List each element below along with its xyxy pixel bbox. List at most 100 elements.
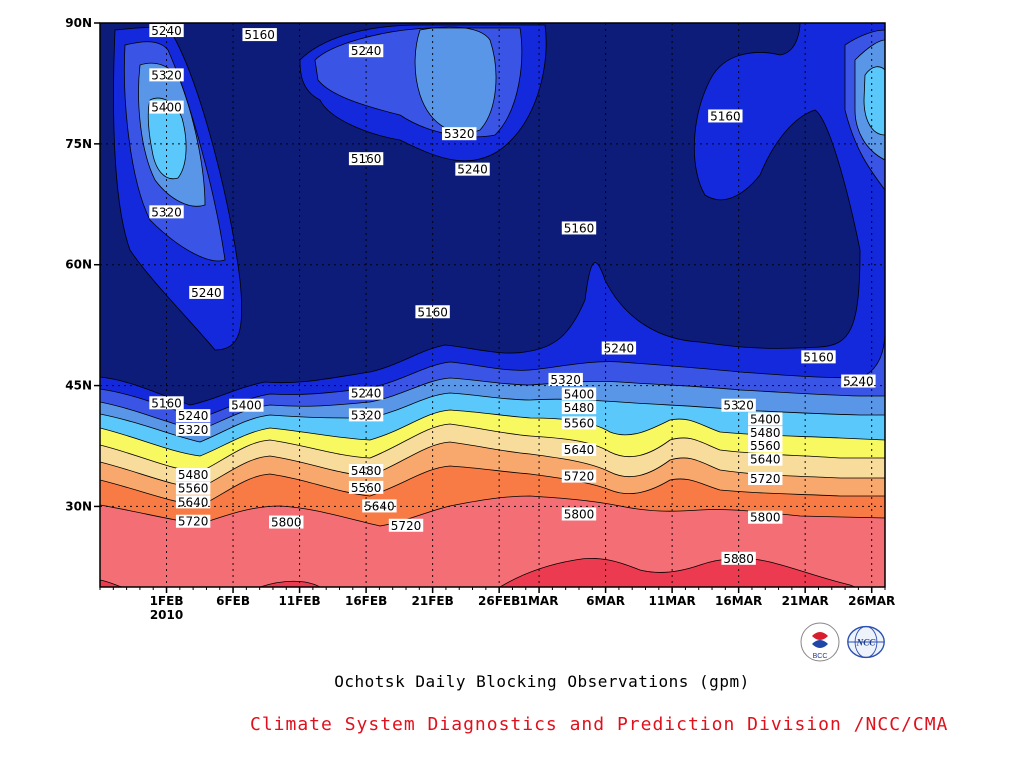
y-tick-label: 90N	[65, 16, 92, 30]
y-tick: 45N	[65, 379, 885, 393]
contour-label-text: 5240	[843, 375, 874, 389]
contour-label-text: 5400	[750, 412, 781, 426]
x-tick-label: 1MAR	[520, 594, 559, 608]
y-tick: 90N	[65, 16, 885, 30]
bcc-logo-text: BCC	[813, 653, 828, 660]
contour-label: 5320	[175, 422, 211, 437]
contour-label-text: 5640	[750, 453, 781, 467]
contour-label-text: 5480	[351, 464, 382, 478]
x-tick-label: 26MAR	[848, 594, 895, 608]
contour-label: 5720	[388, 518, 424, 533]
x-tick-label: 6MAR	[586, 594, 625, 608]
contour-label-text: 5640	[178, 495, 209, 509]
contour-5720	[100, 465, 885, 587]
y-tick-label: 45N	[65, 379, 92, 393]
contour-label-text: 5240	[604, 342, 635, 356]
contour-label: 5560	[561, 416, 597, 430]
contour-label: 5160	[708, 109, 743, 123]
contour-label: 5160	[801, 350, 836, 364]
contour-label-text: 5720	[391, 519, 422, 533]
contour-label: 5160	[348, 152, 384, 166]
contour-label: 5720	[175, 514, 211, 529]
x-tick-label: 21FEB	[412, 594, 454, 608]
contour-label-text: 5160	[710, 109, 741, 123]
contour-label: 5480	[748, 426, 783, 440]
contour-label-text: 5640	[364, 499, 395, 513]
contour-5240	[100, 27, 885, 587]
contour-label-text: 5560	[750, 439, 781, 453]
contour-label-text: 5400	[231, 399, 262, 413]
chart-title: Ochotsk Daily Blocking Observations (gpm…	[334, 672, 750, 691]
contour-label-text: 5320	[723, 399, 754, 413]
y-tick-label: 75N	[65, 137, 92, 151]
contour-label: 5720	[561, 469, 597, 484]
x-tick-label: 21MAR	[782, 594, 829, 608]
contour-label: 5240	[601, 341, 637, 356]
contour-label-text: 5480	[750, 426, 781, 440]
contour-5560	[100, 423, 885, 587]
contour-label-text: 5800	[750, 511, 781, 525]
contour-label: 5480	[348, 463, 384, 478]
contour-label-text: 5240	[178, 409, 209, 423]
x-tick-label: 11MAR	[649, 594, 696, 608]
contour-label-text: 5320	[151, 205, 182, 219]
y-tick: 60N	[65, 258, 885, 272]
contour-label-text: 5640	[564, 443, 595, 457]
contour-label-text: 5560	[564, 416, 595, 430]
contour-label: 5400	[561, 387, 597, 401]
contour-label: 5240	[348, 44, 384, 58]
contour-label: 5800	[748, 510, 783, 525]
contour-label-text: 5160	[564, 221, 595, 235]
contour-label: 5640	[748, 452, 783, 467]
contour-label-text: 5320	[351, 408, 382, 422]
contour-label: 5320	[548, 372, 583, 387]
contour-label-text: 5240	[351, 44, 382, 58]
contour-label: 5400	[748, 412, 783, 426]
contour-label: 5800	[561, 507, 597, 521]
contour-label-text: 5400	[564, 387, 595, 401]
contour-label-text: 5480	[564, 401, 595, 415]
x-tick-label: 26FEB	[478, 594, 520, 608]
ncc-logo: NCC	[847, 625, 885, 659]
credit-line: Climate System Diagnostics and Predictio…	[250, 714, 949, 735]
x-tick-label: 16MAR	[715, 594, 762, 608]
contour-label-text: 5320	[444, 127, 475, 141]
contour-5480	[100, 409, 885, 587]
contour-label: 5240	[189, 285, 224, 300]
x-tick-label: 16FEB	[345, 594, 387, 608]
contour-label-text: 5160	[244, 28, 275, 42]
y-tick: 75N	[65, 137, 885, 151]
ncc-logo-text: NCC	[856, 638, 877, 648]
contour-label: 5240	[348, 386, 384, 401]
x-tick-label: 11FEB	[278, 594, 320, 608]
contour-label: 5640	[175, 495, 211, 509]
contour-label-text: 5720	[564, 470, 595, 484]
contour-5640	[100, 441, 885, 587]
contour-label-text: 5240	[457, 163, 488, 177]
contour-label: 5240	[455, 162, 490, 177]
contour-5320	[100, 26, 885, 587]
contour-label: 5480	[561, 401, 597, 415]
y-tick-label: 30N	[65, 499, 92, 513]
contour-label-text: 5240	[351, 387, 382, 401]
contour-label-text: 5720	[178, 515, 209, 529]
contour-label-text: 5320	[550, 373, 581, 387]
contour-label: 5160	[561, 221, 597, 235]
contour-label-text: 5320	[178, 423, 209, 437]
plot-area: 5240532054005320524051605240532052405160…	[100, 23, 885, 587]
contour-label: 5560	[175, 481, 211, 496]
contour-label: 5640	[561, 443, 597, 457]
x-tick-label: 6FEB	[216, 594, 250, 608]
contour-label: 5320	[721, 398, 756, 413]
contour-label: 5240	[841, 374, 876, 389]
contour-label-text: 5240	[191, 286, 222, 300]
contour-label: 5720	[748, 472, 783, 486]
contour-label-text: 5560	[351, 481, 382, 495]
contour-label-text: 5160	[151, 396, 182, 410]
contour-label: 5320	[442, 127, 477, 141]
contour-label: 5160	[242, 28, 277, 42]
contour-label-text: 5160	[351, 152, 382, 166]
contour-label-text: 5800	[564, 507, 595, 521]
plot-frame	[99, 22, 886, 588]
